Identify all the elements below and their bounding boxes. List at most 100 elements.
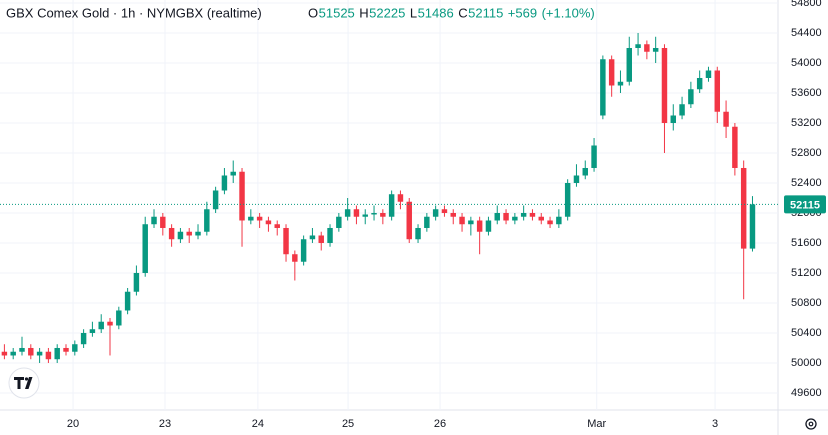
- candle-body: [591, 145, 597, 168]
- candle-body: [10, 351, 16, 356]
- candle-body: [617, 81, 624, 86]
- candle-body: [468, 220, 474, 225]
- y-tick-label: 53600: [791, 87, 822, 99]
- candle-body: [362, 214, 368, 217]
- y-tick-label: 54800: [791, 0, 822, 9]
- candle-body: [388, 194, 395, 217]
- candle-body: [652, 47, 659, 52]
- candle-body: [547, 220, 553, 225]
- candle-body: [371, 212, 377, 215]
- last-price-tag: [784, 195, 826, 214]
- candle-body: [556, 216, 562, 225]
- candle-body: [336, 216, 342, 228]
- candle-body: [124, 291, 131, 311]
- x-tick-label: 3: [712, 418, 718, 430]
- candle-body: [529, 212, 536, 217]
- ohlc-key: C: [458, 5, 467, 20]
- x-tick-label: 23: [159, 418, 171, 430]
- candle-body: [397, 194, 404, 202]
- candle-body: [63, 347, 69, 352]
- overlay: 52115: [0, 195, 826, 214]
- candle-body: [688, 89, 694, 105]
- candle-body: [406, 201, 412, 240]
- candle-body: [503, 212, 509, 221]
- candle-body: [353, 209, 360, 217]
- candle-body: [635, 44, 641, 48]
- candle-body: [230, 171, 236, 176]
- candle-body: [54, 347, 60, 360]
- x-tick-label: Mar: [587, 418, 606, 430]
- candle-body: [485, 220, 492, 232]
- candle-body: [696, 77, 703, 90]
- gear-outer: [805, 418, 817, 430]
- candle-body: [72, 344, 78, 352]
- candle-body: [160, 216, 166, 228]
- candle-body: [450, 212, 456, 217]
- candle-body: [459, 216, 465, 225]
- candle-body: [564, 182, 571, 217]
- candle-body: [626, 47, 632, 82]
- candle-body: [45, 351, 52, 360]
- y-tick-label: 54000: [791, 57, 822, 69]
- change-percent: (+1.10%): [542, 5, 595, 20]
- candle-body: [116, 310, 122, 326]
- candle-body: [538, 216, 544, 221]
- y-tick-label: 49600: [791, 387, 822, 399]
- candle-body: [300, 239, 307, 262]
- candle-body: [28, 347, 34, 356]
- x-tick-label: 24: [252, 418, 264, 430]
- candle-body: [142, 224, 148, 273]
- ohlc-key: O: [308, 5, 318, 20]
- candle-body: [292, 254, 298, 262]
- candle-body: [36, 351, 43, 356]
- candle-body: [98, 321, 104, 330]
- candle-body: [212, 190, 219, 210]
- ohlc-value: 52225: [369, 5, 405, 20]
- logo-mark: [14, 377, 33, 389]
- candle-body: [679, 104, 685, 116]
- y-tick-label: 50800: [791, 297, 822, 309]
- candle-body: [582, 167, 588, 176]
- candle-body: [177, 231, 184, 240]
- candle-body: [256, 216, 263, 221]
- candle-body: [512, 216, 518, 221]
- candle-body: [714, 70, 721, 112]
- candle-body: [670, 115, 676, 123]
- candle-body: [265, 220, 272, 225]
- candle-body: [168, 227, 175, 240]
- candle-body: [424, 216, 430, 228]
- candle-body: [380, 212, 386, 217]
- settings-button[interactable]: [805, 418, 817, 430]
- candle-body: [723, 111, 729, 127]
- candle-body: [740, 167, 747, 249]
- candle-body: [239, 171, 245, 221]
- candle-body: [600, 59, 606, 116]
- gear-inner: [808, 421, 814, 427]
- candle-body: [318, 235, 324, 243]
- last-price-label: 52115: [790, 199, 820, 211]
- candle-body: [186, 231, 192, 236]
- y-tick-label: 50000: [791, 357, 822, 369]
- candle-body: [476, 220, 483, 232]
- candle-body: [221, 175, 228, 191]
- ohlc-header: O 51525 H 52225 L 51486 C 52115 +569 (+1.10%): [308, 5, 595, 20]
- logo-dot: [24, 377, 29, 381]
- candle-body: [274, 224, 280, 228]
- candle-body: [749, 204, 756, 249]
- logo[interactable]: [8, 367, 40, 399]
- candle-body: [644, 44, 650, 52]
- candles: [1, 32, 756, 363]
- ohlc-value: 51486: [418, 5, 454, 20]
- logo-badge[interactable]: [8, 367, 40, 399]
- candle-body: [195, 231, 201, 236]
- ohlc-value: 52115: [468, 5, 503, 20]
- change-value: +569: [508, 5, 537, 20]
- candle-body: [327, 227, 333, 243]
- candle-body: [520, 212, 527, 217]
- candle-body: [432, 209, 439, 217]
- y-tick-label: 51600: [791, 237, 822, 249]
- candle-body: [344, 209, 351, 217]
- y-tick-label: 54400: [791, 27, 822, 39]
